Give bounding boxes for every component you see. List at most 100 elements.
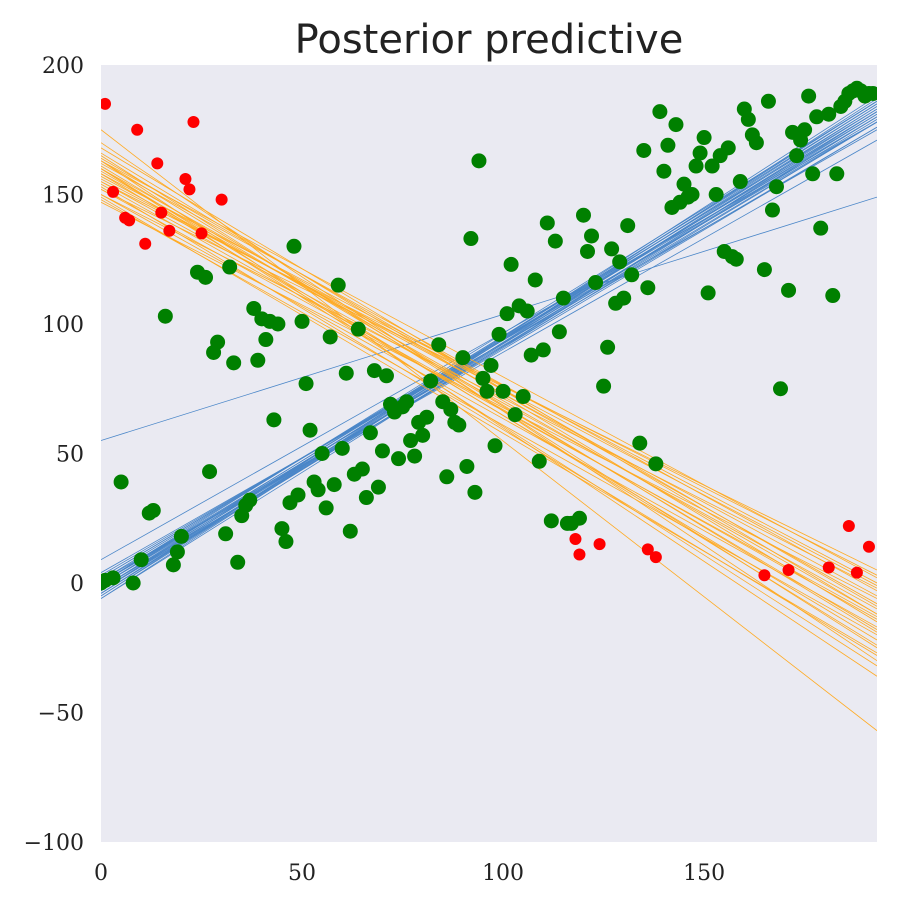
green-point (173, 528, 189, 544)
green-point (370, 479, 386, 495)
green-point (640, 280, 656, 296)
green-point (362, 425, 378, 441)
green-point (588, 275, 604, 291)
green-point (302, 422, 318, 438)
y-tick-label: 0 (70, 572, 84, 597)
y-tick-label: 150 (42, 184, 84, 209)
red-point (641, 543, 654, 556)
green-point (789, 148, 805, 164)
green-point (596, 378, 612, 394)
green-point (278, 534, 294, 550)
green-point (571, 510, 587, 526)
green-point (310, 482, 326, 498)
green-point (600, 339, 616, 355)
green-point (555, 290, 571, 306)
green-point (539, 215, 555, 231)
green-point (463, 231, 479, 247)
y-tick-label: 200 (42, 54, 84, 79)
green-point (242, 492, 258, 508)
red-point (842, 520, 855, 533)
green-point (740, 111, 756, 127)
red-point (101, 97, 112, 110)
green-point (551, 324, 567, 340)
green-point (527, 272, 543, 288)
green-point (668, 117, 684, 133)
green-point (487, 438, 503, 454)
red-point (822, 561, 835, 574)
green-point (813, 220, 829, 236)
regression-line (101, 129, 877, 731)
red-point (155, 206, 168, 219)
regression-line (101, 168, 877, 667)
green-point (266, 412, 282, 428)
green-point (230, 554, 246, 570)
regression-line (101, 103, 877, 594)
green-point (616, 290, 632, 306)
green-point (580, 243, 596, 259)
green-point (391, 451, 407, 467)
green-point (825, 288, 841, 304)
green-point (612, 254, 628, 270)
green-point (797, 122, 813, 138)
x-tick-label: 50 (288, 861, 316, 886)
red-point (139, 237, 152, 250)
green-point (495, 383, 511, 399)
green-point (676, 176, 692, 192)
red-point (195, 227, 208, 240)
regression-line (101, 121, 877, 592)
green-point (439, 469, 455, 485)
green-point (773, 381, 789, 397)
green-point (543, 513, 559, 529)
red-point (183, 183, 196, 196)
green-point (270, 316, 286, 332)
green-point (523, 347, 539, 363)
green-point (503, 256, 519, 272)
green-point (764, 202, 780, 218)
green-point (547, 233, 563, 249)
regression-line (101, 121, 877, 586)
green-point (491, 326, 507, 342)
green-point (198, 269, 214, 285)
y-tick-label: 100 (42, 313, 84, 338)
green-point (226, 355, 242, 371)
green-point (210, 334, 226, 350)
red-point (131, 123, 144, 136)
green-point (290, 487, 306, 503)
green-point (507, 407, 523, 423)
green-point (125, 575, 141, 591)
green-point (475, 370, 491, 386)
green-point (274, 521, 290, 537)
green-point (157, 308, 173, 324)
green-point (704, 158, 720, 174)
red-point (593, 538, 606, 551)
red-point (850, 566, 863, 579)
green-point (358, 490, 374, 506)
green-data-points (101, 80, 877, 591)
green-point (258, 332, 274, 348)
green-point (169, 544, 185, 560)
green-point (202, 464, 218, 480)
green-point (519, 303, 535, 319)
green-point (334, 440, 350, 456)
green-point (467, 484, 483, 500)
green-point (620, 218, 636, 234)
green-point (696, 130, 712, 146)
green-point (145, 502, 161, 518)
green-point (575, 207, 591, 223)
green-point (451, 417, 467, 433)
green-point (760, 93, 776, 109)
green-point (407, 448, 423, 464)
green-point (443, 401, 459, 417)
green-point (222, 259, 238, 275)
green-point (732, 174, 748, 190)
green-point (338, 365, 354, 381)
y-tick-label: −50 (38, 702, 84, 727)
green-point (294, 313, 310, 329)
regression-line (101, 111, 877, 599)
red-point (163, 224, 176, 237)
green-point (483, 357, 499, 373)
green-point (535, 342, 551, 358)
x-tick-label: 150 (683, 861, 725, 886)
green-point (692, 145, 708, 161)
